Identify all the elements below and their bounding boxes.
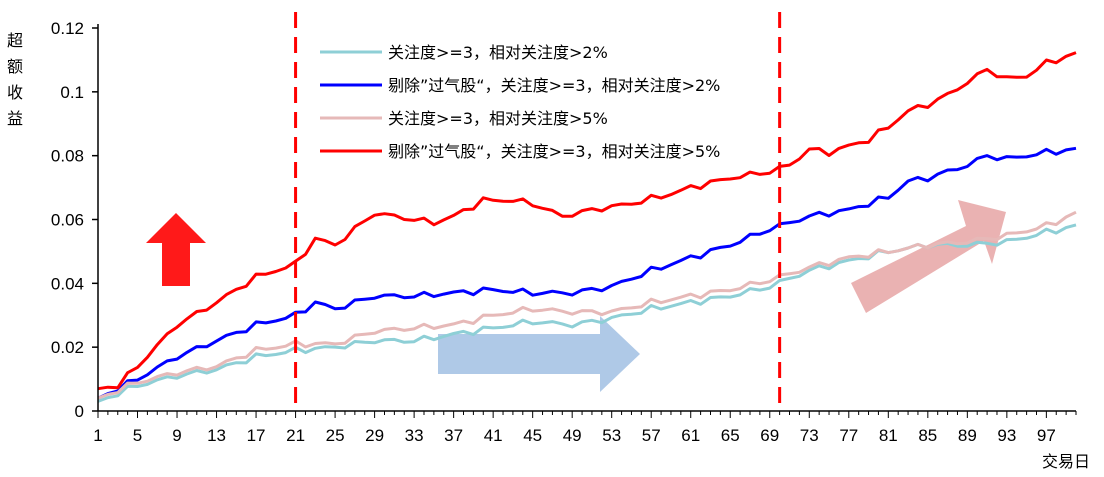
y-tick-label: 0.04 xyxy=(51,274,84,293)
x-tick-label: 9 xyxy=(172,426,181,445)
y-tick-label: 0.06 xyxy=(51,211,84,230)
x-tick-label: 57 xyxy=(642,426,661,445)
arrow-up-right xyxy=(851,200,1006,313)
y-tick-label: 0.02 xyxy=(51,338,84,357)
x-tick-label: 97 xyxy=(1037,426,1056,445)
y-tick-label: 0.1 xyxy=(60,83,84,102)
x-tick-label: 25 xyxy=(326,426,345,445)
x-tick-label: 37 xyxy=(444,426,463,445)
arrow-up xyxy=(146,213,206,286)
y-tick-label: 0.08 xyxy=(51,147,84,166)
legend-label-1: 关注度>=3，相对关注度>2% xyxy=(388,43,608,62)
series-line-2 xyxy=(97,146,1077,400)
x-tick-label: 73 xyxy=(800,426,819,445)
x-tick-label: 69 xyxy=(760,426,779,445)
x-tick-label: 33 xyxy=(405,426,424,445)
x-tick-label: 65 xyxy=(721,426,740,445)
x-tick-label: 53 xyxy=(602,426,621,445)
legend-label-4: 剔除”过气股“，关注度>=3，相对关注度>5% xyxy=(388,142,720,161)
x-tick-label: 89 xyxy=(958,426,977,445)
y-tick-label: 0.12 xyxy=(51,19,84,38)
x-tick-label: 61 xyxy=(681,426,700,445)
legend-label-2: 剔除”过气股“，关注度>=3，相对关注度>2% xyxy=(388,76,720,95)
y-tick-label: 0 xyxy=(75,402,84,421)
arrow-right xyxy=(438,316,640,392)
x-tick-label: 29 xyxy=(365,426,384,445)
x-tick-label: 41 xyxy=(484,426,503,445)
x-tick-label: 85 xyxy=(918,426,937,445)
x-tick-label: 1 xyxy=(93,426,102,445)
x-tick-label: 17 xyxy=(247,426,266,445)
x-tick-label: 13 xyxy=(207,426,226,445)
x-axis-title: 交易日 xyxy=(1042,452,1090,471)
x-tick-label: 93 xyxy=(997,426,1016,445)
x-tick-label: 77 xyxy=(839,426,858,445)
x-tick-label: 21 xyxy=(286,426,305,445)
x-tick-label: 5 xyxy=(133,426,142,445)
x-tick-label: 81 xyxy=(879,426,898,445)
x-tick-label: 49 xyxy=(563,426,582,445)
legend-label-3: 关注度>=3，相对关注度>5% xyxy=(388,109,608,128)
series-line-3 xyxy=(97,210,1077,400)
x-tick-label: 45 xyxy=(523,426,542,445)
y-axis-title: 超额收益 xyxy=(7,31,23,128)
series-line-4 xyxy=(97,51,1077,391)
